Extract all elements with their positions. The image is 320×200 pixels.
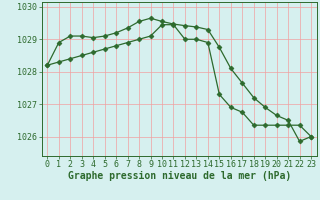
X-axis label: Graphe pression niveau de la mer (hPa): Graphe pression niveau de la mer (hPa) <box>68 171 291 181</box>
